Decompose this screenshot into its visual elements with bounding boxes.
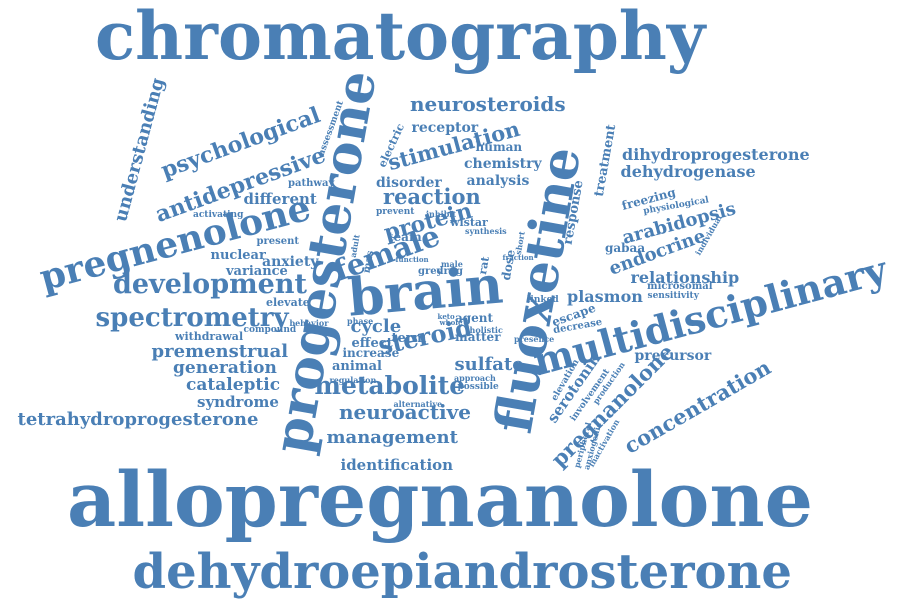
word-effect: effect — [351, 335, 393, 351]
word-phase: phase — [347, 316, 374, 326]
word-alternative: alternative — [393, 399, 443, 409]
word-identification: identification — [340, 455, 454, 474]
word-tetrahydroprogesterone: tetrahydroprogesterone — [17, 409, 259, 430]
word-generation: generation — [173, 357, 277, 378]
word-different: different — [243, 189, 317, 208]
word-plasmon: plasmon — [567, 287, 643, 306]
word-treatment: treatment — [591, 122, 619, 198]
word-fraction: fraction — [502, 252, 534, 262]
word-anxiety: anxiety — [262, 254, 319, 270]
word-gabaa: gabaa — [605, 241, 646, 255]
word-animal: animal — [332, 358, 382, 374]
word-synthesis: synthesis — [465, 226, 507, 236]
word-sulfate: sulfate — [454, 354, 524, 375]
word-sensitivity: sensitivity — [647, 290, 699, 301]
word-team: team — [388, 230, 422, 244]
word-neuroactive: neuroactive — [339, 400, 472, 424]
word-pathway: pathway — [288, 178, 335, 189]
word-male: male — [441, 259, 463, 269]
word-cycle: cycle — [350, 316, 402, 337]
word-keto: keto — [437, 311, 455, 321]
word-receptor: receptor — [411, 120, 479, 136]
word-human: human — [475, 140, 523, 154]
word-function: function — [395, 254, 429, 264]
word-relationship: relationship — [630, 268, 740, 287]
word-neurosteroids: neurosteroids — [410, 92, 566, 116]
word-allopregnanolone: allopregnanolone — [67, 455, 813, 544]
word-holistic: holistic — [469, 325, 503, 335]
word-nuclear: nuclear — [210, 247, 266, 263]
word-term: term — [391, 330, 427, 346]
word-rat: rat — [476, 255, 492, 275]
word-drug: drug — [436, 266, 464, 277]
word-microsomal: microsomal — [647, 281, 713, 292]
word-behavior: behavior — [289, 318, 329, 328]
word-syndrome: syndrome — [197, 392, 279, 411]
word-presence: presence — [514, 334, 555, 344]
word-prevent: prevent — [376, 206, 415, 217]
word-approach: approach — [454, 373, 496, 383]
word-activating: activating — [193, 209, 244, 220]
word-inhibit: inhibit — [426, 209, 457, 219]
word-whole: whole — [439, 317, 463, 327]
word-regulation: regulation — [329, 375, 377, 385]
word-linked: linked — [527, 294, 559, 305]
word-disorder: disorder — [376, 175, 442, 191]
word-management: management — [326, 427, 458, 448]
word-premenstrual: premenstrual — [151, 341, 289, 362]
word-dihydroprogesterone: dihydroprogesterone — [622, 145, 810, 164]
word-cataleptic: cataleptic — [186, 374, 281, 395]
word-withdrawal: withdrawal — [175, 329, 244, 343]
word-variance: variance — [226, 263, 288, 279]
word-development: development — [113, 268, 307, 300]
word-present: present — [256, 236, 300, 247]
word-elevate: elevate — [266, 295, 310, 309]
word-dehydrogenase: dehydrogenase — [620, 162, 756, 181]
word-increase: increase — [342, 346, 400, 360]
word-wistar: wistar — [450, 215, 488, 229]
word-reaction: reaction — [383, 183, 481, 209]
word-compound: compound — [243, 324, 297, 335]
word-analysis: analysis — [466, 173, 530, 189]
word-matter: matter — [455, 330, 501, 344]
word-spectrometry: spectrometry — [95, 303, 289, 333]
word-metabolite: metabolite — [314, 370, 466, 400]
word-precursor: precursor — [634, 348, 712, 364]
word-agent: agent — [455, 311, 494, 325]
word-chemistry: chemistry — [464, 156, 542, 172]
word-chromatography: chromatography — [95, 0, 706, 75]
word-possible: possible — [457, 381, 499, 392]
word-grey: grey — [418, 266, 443, 277]
word-dehydroepiandrosterone: dehydroepiandrosterone — [132, 544, 792, 600]
